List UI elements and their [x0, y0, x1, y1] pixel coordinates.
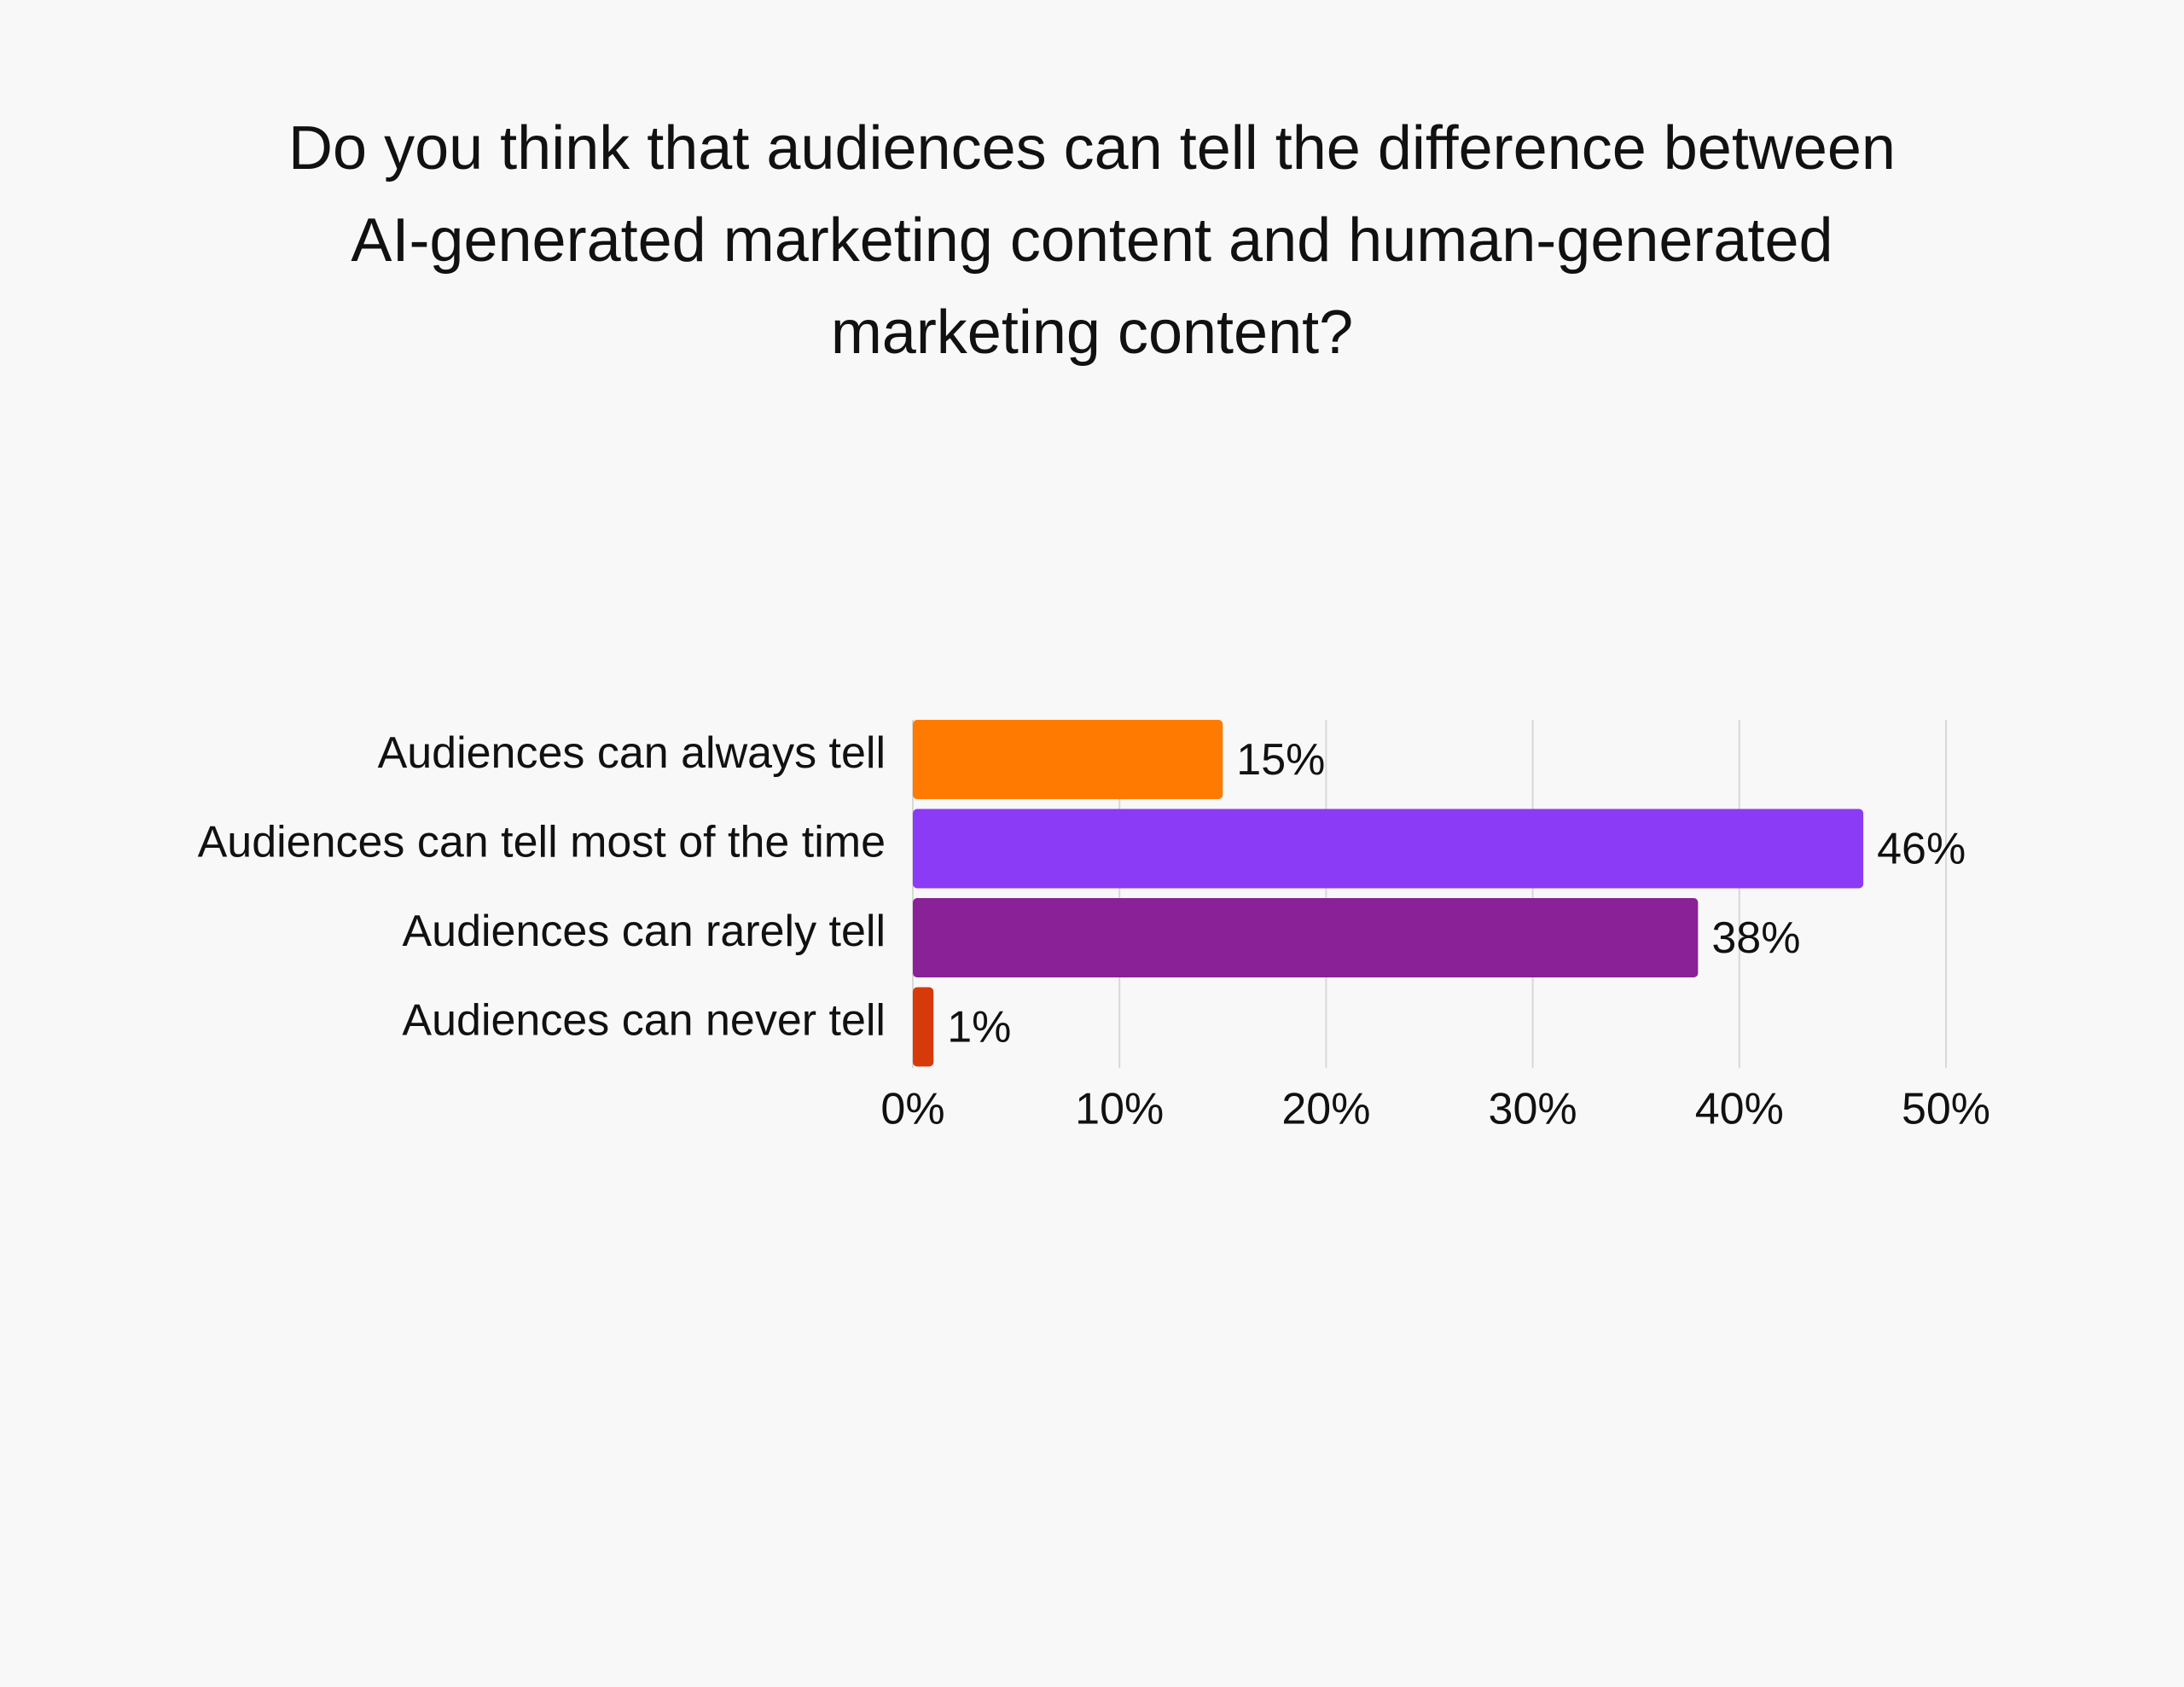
- y-tick-label: Audiences can always tell: [378, 728, 886, 778]
- y-tick-label: Audiences can never tell: [402, 996, 886, 1046]
- value-label: 15%: [1236, 735, 1325, 785]
- x-tick-label: 10%: [1075, 1085, 1164, 1134]
- bar: [913, 809, 1864, 889]
- bar: [913, 898, 1699, 977]
- chart-title: Do you think that audiences can tell the…: [288, 114, 1896, 367]
- x-tick-label: 0%: [880, 1085, 944, 1134]
- y-tick-label: Audiences can tell most of the time: [198, 818, 886, 867]
- x-tick-label: 30%: [1489, 1085, 1577, 1134]
- bar: [913, 720, 1223, 799]
- x-tick-label: 40%: [1695, 1085, 1784, 1134]
- x-tick-label: 20%: [1281, 1085, 1370, 1134]
- value-label: 46%: [1877, 825, 1966, 874]
- value-label: 38%: [1711, 913, 1800, 963]
- value-label: 1%: [947, 1003, 1011, 1052]
- y-tick-label: Audiences can rarely tell: [402, 907, 886, 956]
- bar: [913, 987, 934, 1067]
- x-tick-label: 50%: [1902, 1085, 1990, 1134]
